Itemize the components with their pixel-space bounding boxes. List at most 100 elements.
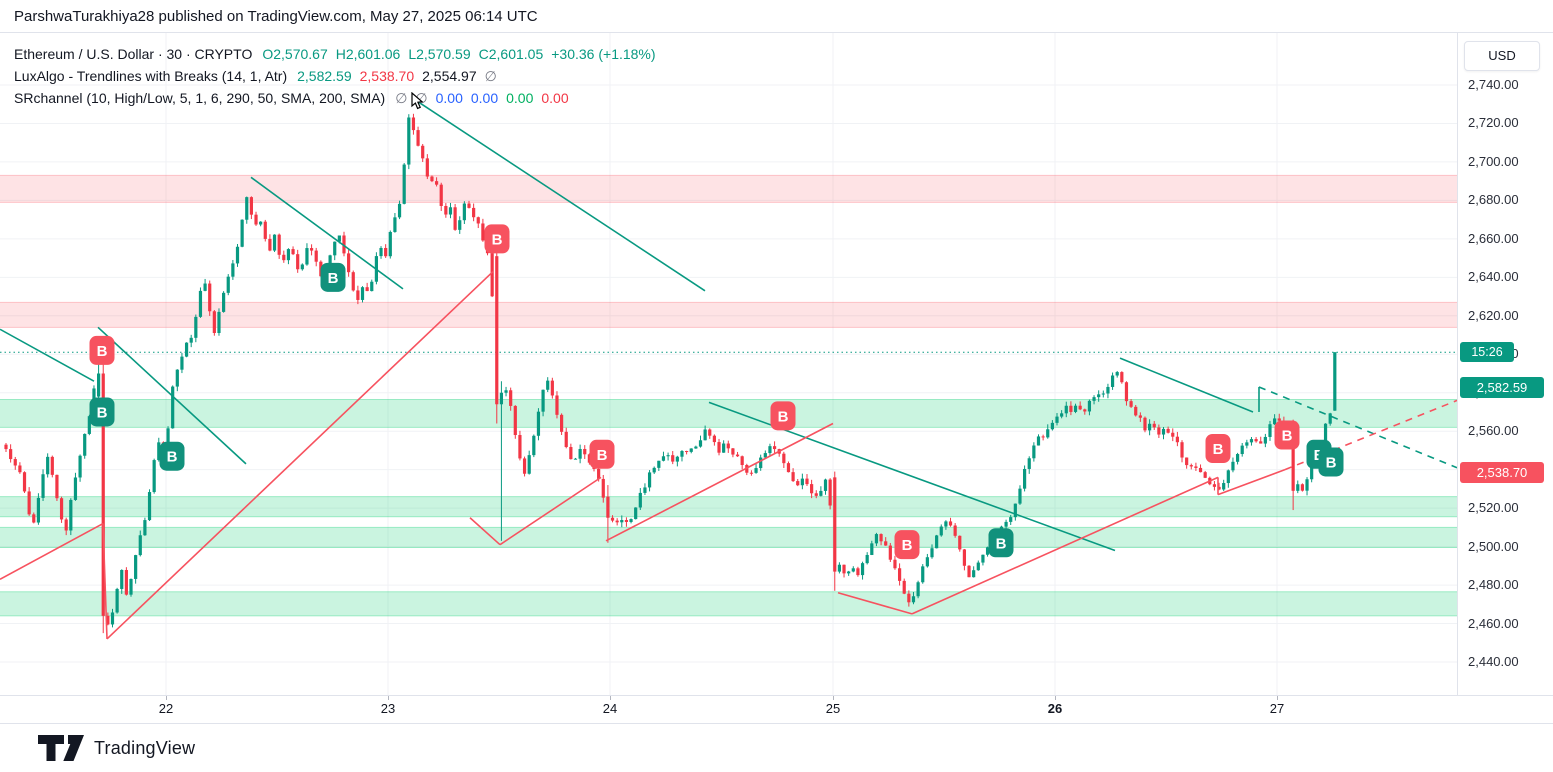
price-tick-label: 2,620.00 [1468, 307, 1519, 323]
svg-text:B: B [778, 408, 789, 425]
time-tick-mark [1277, 696, 1278, 700]
legend-value: ∅ [395, 89, 408, 106]
svg-text:B: B [492, 231, 503, 248]
price-tick-label: 2,640.00 [1468, 269, 1519, 285]
bearish-break-marker: B [1274, 420, 1300, 450]
time-tick-label: 25 [825, 701, 841, 716]
red-trendline [102, 523, 108, 639]
legend-value: 0.00 [541, 89, 569, 106]
svg-text:B: B [1213, 441, 1224, 458]
break-markers: BBBBBBBBBBBBB [89, 224, 1344, 560]
price-tick-label: 2,500.00 [1468, 538, 1519, 554]
svg-text:B: B [97, 343, 108, 360]
symbol-ohlc-values: O2,570.67 H2,601.06 L2,570.59 C2,601.05 +30.… [262, 46, 663, 62]
bearish-break-marker: B [894, 530, 920, 560]
bullish-break-marker: B [159, 441, 185, 471]
mouse-cursor-icon [411, 92, 424, 110]
price-tick-label: 2,680.00 [1468, 192, 1519, 208]
price-tick-label: 2,720.00 [1468, 115, 1519, 131]
teal-trendline [0, 328, 95, 382]
price-tick-label: 2,460.00 [1468, 615, 1519, 631]
bar-countdown-badge: 15:26 [1460, 342, 1514, 363]
time-tick-mark [166, 696, 167, 700]
time-tick-label: 22 [158, 701, 174, 716]
symbol-title: Ethereum / U.S. Dollar · 30 · CRYPTO [14, 46, 253, 62]
svg-text:B: B [996, 535, 1007, 552]
footer-bar: TradingView [0, 724, 1553, 772]
legend-value: 0.00 [435, 89, 463, 106]
svg-text:B: B [902, 537, 913, 554]
legend-value: 2,582.59 [297, 67, 352, 84]
bullish-break-marker: B [1318, 447, 1344, 477]
teal-trendline [1258, 386, 1457, 469]
time-tick-label: 26 [1047, 701, 1063, 716]
legend-value: +30.36 (+1.18%) [551, 46, 656, 62]
price-tick-label: 2,440.00 [1468, 654, 1519, 669]
time-tick-mark [610, 696, 611, 700]
svg-text:B: B [1326, 454, 1337, 471]
srchannel-indicator-title: SRchannel (10, High/Low, 5, 1, 6, 290, 5… [14, 90, 386, 106]
legend-row-symbol[interactable]: Ethereum / U.S. Dollar · 30 · CRYPTO O2,… [14, 43, 664, 65]
bullish-break-marker: B [89, 397, 115, 427]
svg-text:B: B [167, 449, 178, 466]
supply-zone [0, 175, 1457, 203]
luxalgo-values: 2,582.59 2,538.70 2,554.97 ∅ [297, 68, 505, 85]
bearish-break-marker: B [484, 224, 510, 254]
luxalgo-lower-price-badge: 2,538.70 [1460, 461, 1544, 483]
svg-text:B: B [597, 447, 608, 464]
bearish-break-marker: B [1205, 434, 1231, 464]
legend-value: 0.00 [470, 89, 499, 106]
srchannel-values: ∅ ∅ 0.00 0.00 0.00 0.00 [395, 90, 576, 107]
demand-zone [0, 399, 1457, 428]
price-tick-label: 2,660.00 [1468, 230, 1519, 246]
legend-value: O2,570.67 [262, 46, 328, 62]
svg-text:B: B [328, 270, 339, 287]
chart-canvas[interactable]: BBBBBBBBBBBBB [0, 33, 1457, 695]
sr-zones [0, 174, 1457, 617]
demand-zone [0, 527, 1457, 548]
legend-value: H2,601.06 [335, 46, 401, 62]
bearish-break-marker: B [770, 401, 796, 431]
price-axis[interactable]: USD 2,740.00 2,720.00 2,700.00 2,680.00 2,66… [1457, 33, 1553, 695]
svg-text:B: B [97, 404, 108, 421]
teal-trendline [1119, 357, 1254, 413]
legend-row-luxalgo[interactable]: LuxAlgo - Trendlines with Breaks (14, 1,… [14, 65, 664, 87]
red-trendline [1217, 468, 1286, 496]
time-tick-label: 27 [1269, 701, 1285, 716]
time-tick-label: 23 [380, 701, 396, 716]
bullish-break-marker: B [320, 262, 346, 292]
currency-toggle-button[interactable]: USD [1464, 41, 1540, 71]
legend-value: L2,570.59 [408, 46, 471, 62]
red-trendline [106, 270, 494, 640]
red-trendline [837, 591, 913, 615]
tradingview-logo-icon[interactable] [38, 735, 84, 761]
time-axis[interactable]: 22 23 24 25 26 27 [0, 695, 1553, 724]
red-trendline [469, 517, 501, 546]
time-tick-mark [1055, 696, 1056, 700]
supply-zone [0, 302, 1457, 328]
red-trendline [0, 522, 104, 581]
price-tick-label: 2,700.00 [1468, 153, 1519, 169]
legend-value: 0.00 [506, 89, 534, 106]
bearish-break-marker: B [89, 335, 115, 365]
legend-row-srchannel[interactable]: SRchannel (10, High/Low, 5, 1, 6, 290, 5… [14, 87, 664, 109]
tradingview-brand-text[interactable]: TradingView [94, 737, 196, 758]
legend-value: C2,601.05 [478, 46, 544, 62]
demand-zone [0, 591, 1457, 616]
red-trendline [911, 476, 1219, 615]
price-tick-label: 2,480.00 [1468, 577, 1519, 593]
time-tick-mark [833, 696, 834, 700]
luxalgo-upper-price-badge: 2,582.59 [1460, 377, 1544, 399]
time-tick-mark [388, 696, 389, 700]
price-tick-label: 2,520.00 [1468, 500, 1519, 516]
price-tick-label: 2,560.00 [1468, 423, 1519, 439]
teal-trendline [412, 97, 706, 292]
time-tick-label: 24 [602, 701, 618, 716]
attribution-bar: ParshwaTurakhiya28 published on TradingV… [0, 0, 1553, 33]
chart-pane[interactable]: BBBBBBBBBBBBB Ethereum / U.S. Dollar · 3… [0, 33, 1457, 695]
bearish-break-marker: B [589, 439, 615, 469]
legend-value: 2,538.70 [359, 67, 415, 84]
red-trendline [605, 422, 834, 542]
svg-text:B: B [1282, 428, 1293, 445]
